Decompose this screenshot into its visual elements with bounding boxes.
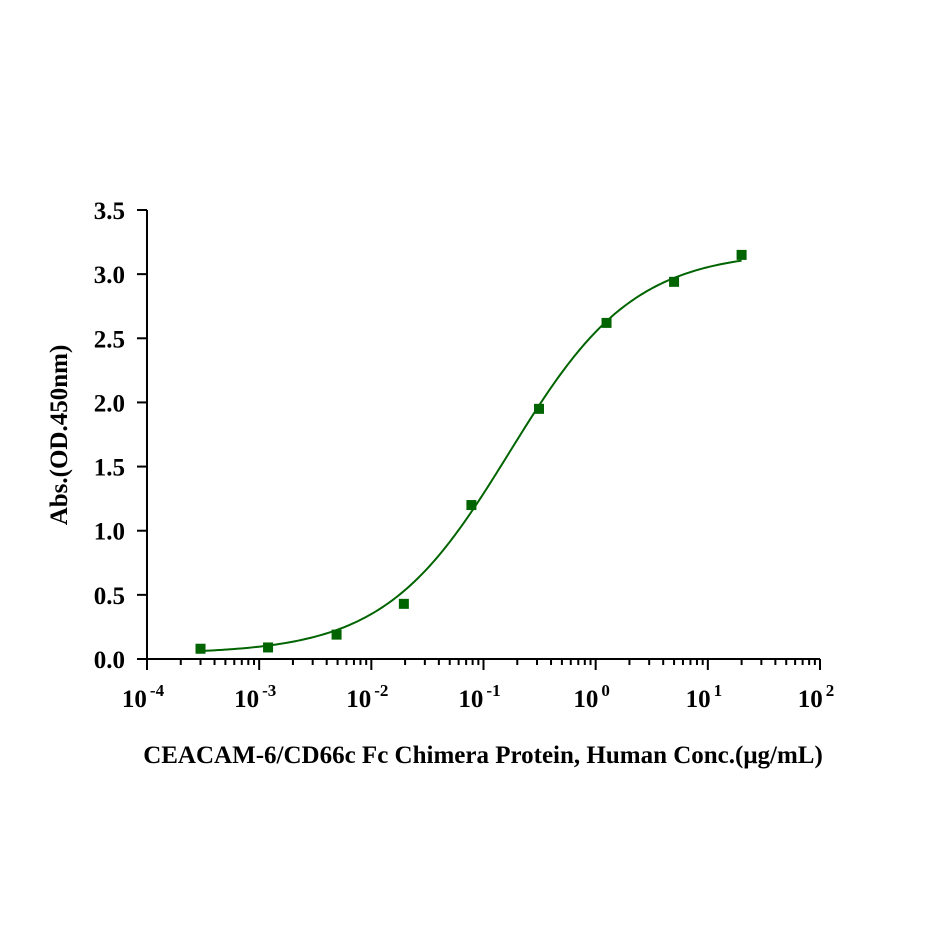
x-tick-label: 10 -1 bbox=[458, 681, 500, 713]
y-tick-label: 3.0 bbox=[94, 262, 125, 289]
x-tick-base: 10 bbox=[573, 686, 598, 713]
y-tick-label: 1.0 bbox=[94, 519, 125, 546]
x-tick-base: 10 bbox=[458, 686, 483, 713]
x-tick-label: 10 -3 bbox=[234, 681, 276, 713]
x-ticks: 10 -4 10 -3 10 -2 10 -1 10 0 10 1 10 2 bbox=[122, 659, 834, 713]
y-tick-label: 2.0 bbox=[94, 390, 125, 417]
data-points bbox=[195, 249, 747, 654]
x-tick-exponent: -3 bbox=[262, 681, 276, 700]
y-tick-label: 2.5 bbox=[94, 326, 125, 353]
data-point bbox=[331, 629, 342, 640]
x-tick-label: 10 2 bbox=[798, 681, 835, 713]
x-tick-exponent: -4 bbox=[150, 681, 165, 700]
x-tick-base: 10 bbox=[346, 686, 371, 713]
y-tick-label: 1.5 bbox=[94, 455, 125, 482]
y-ticks: 0.0 0.5 1.0 1.5 2.0 2.5 3.0 3.5 bbox=[94, 198, 147, 674]
x-tick-exponent: 1 bbox=[714, 681, 723, 700]
data-point bbox=[669, 276, 680, 287]
data-point bbox=[398, 598, 409, 609]
y-tick-label: 3.5 bbox=[94, 198, 125, 225]
data-point bbox=[534, 403, 545, 414]
data-point bbox=[736, 249, 747, 260]
y-tick-label: 0.0 bbox=[94, 647, 125, 674]
x-tick-label: 10 0 bbox=[573, 681, 610, 713]
x-tick-base: 10 bbox=[686, 686, 711, 713]
data-point bbox=[195, 643, 206, 654]
x-tick-label: 10 -2 bbox=[346, 681, 388, 713]
x-tick-exponent: -1 bbox=[486, 681, 500, 700]
data-point bbox=[601, 317, 612, 328]
y-axis-title: Abs.(OD.450nm) bbox=[46, 345, 73, 526]
x-tick-base: 10 bbox=[122, 686, 147, 713]
x-tick-base: 10 bbox=[798, 686, 823, 713]
data-point bbox=[466, 500, 477, 511]
fit-curve bbox=[200, 259, 742, 653]
axes bbox=[146, 210, 820, 660]
x-tick-base: 10 bbox=[234, 686, 259, 713]
x-axis-title: CEACAM-6/CD66c Fc Chimera Protein, Human… bbox=[143, 742, 823, 769]
x-tick-exponent: 2 bbox=[826, 681, 835, 700]
data-point bbox=[263, 642, 274, 653]
x-tick-label: 10 1 bbox=[686, 681, 723, 713]
y-tick-label: 0.5 bbox=[94, 583, 125, 610]
x-tick-exponent: -2 bbox=[374, 681, 388, 700]
x-tick-label: 10 -4 bbox=[122, 681, 165, 713]
x-tick-exponent: 0 bbox=[601, 681, 610, 700]
